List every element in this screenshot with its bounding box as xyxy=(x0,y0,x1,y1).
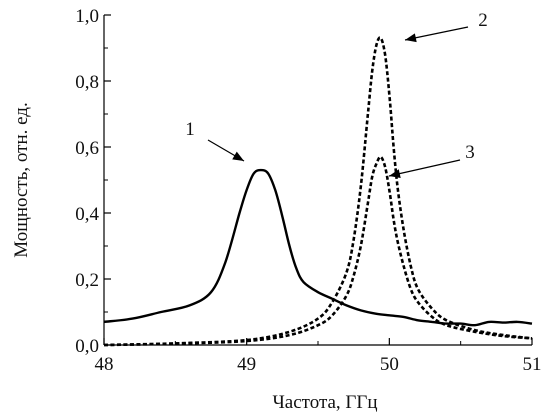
x-axis-ticks: 48 49 50 51 xyxy=(95,338,542,375)
y-tick-label: 0,2 xyxy=(75,270,99,291)
curve-label-1: 1 xyxy=(185,119,195,140)
y-tick-label: 0,4 xyxy=(75,204,99,225)
y-tick-label: 0,6 xyxy=(75,138,99,159)
y-tick-label: 0,8 xyxy=(75,72,99,93)
x-axis-label: Частота, ГГц xyxy=(272,392,377,413)
series-1-line xyxy=(103,168,533,327)
curve-annotations: 1 2 3 xyxy=(185,10,488,178)
annotation-arrow-head-2 xyxy=(405,33,417,43)
y-axis-label: Мощность, отн. ед. xyxy=(11,102,32,257)
annotation-arrow-line-3 xyxy=(388,159,461,177)
curves xyxy=(103,36,533,347)
x-tick-label: 49 xyxy=(237,354,256,375)
curve-label-3: 3 xyxy=(465,142,475,163)
y-axis-ticks: 0,0 0,2 0,4 0,6 0,8 1,0 xyxy=(75,6,111,357)
annotation-arrow-head-1 xyxy=(232,151,244,161)
y-tick-label: 0,0 xyxy=(75,336,99,357)
annotation-arrow-head-3 xyxy=(389,169,401,178)
x-tick-label: 48 xyxy=(95,354,114,375)
x-tick-label: 51 xyxy=(523,354,542,375)
x-tick-label: 50 xyxy=(380,354,399,375)
series-2-line xyxy=(103,36,533,347)
y-tick-label: 1,0 xyxy=(75,6,99,27)
series-3-line xyxy=(103,155,533,347)
curve-label-2: 2 xyxy=(478,10,488,31)
